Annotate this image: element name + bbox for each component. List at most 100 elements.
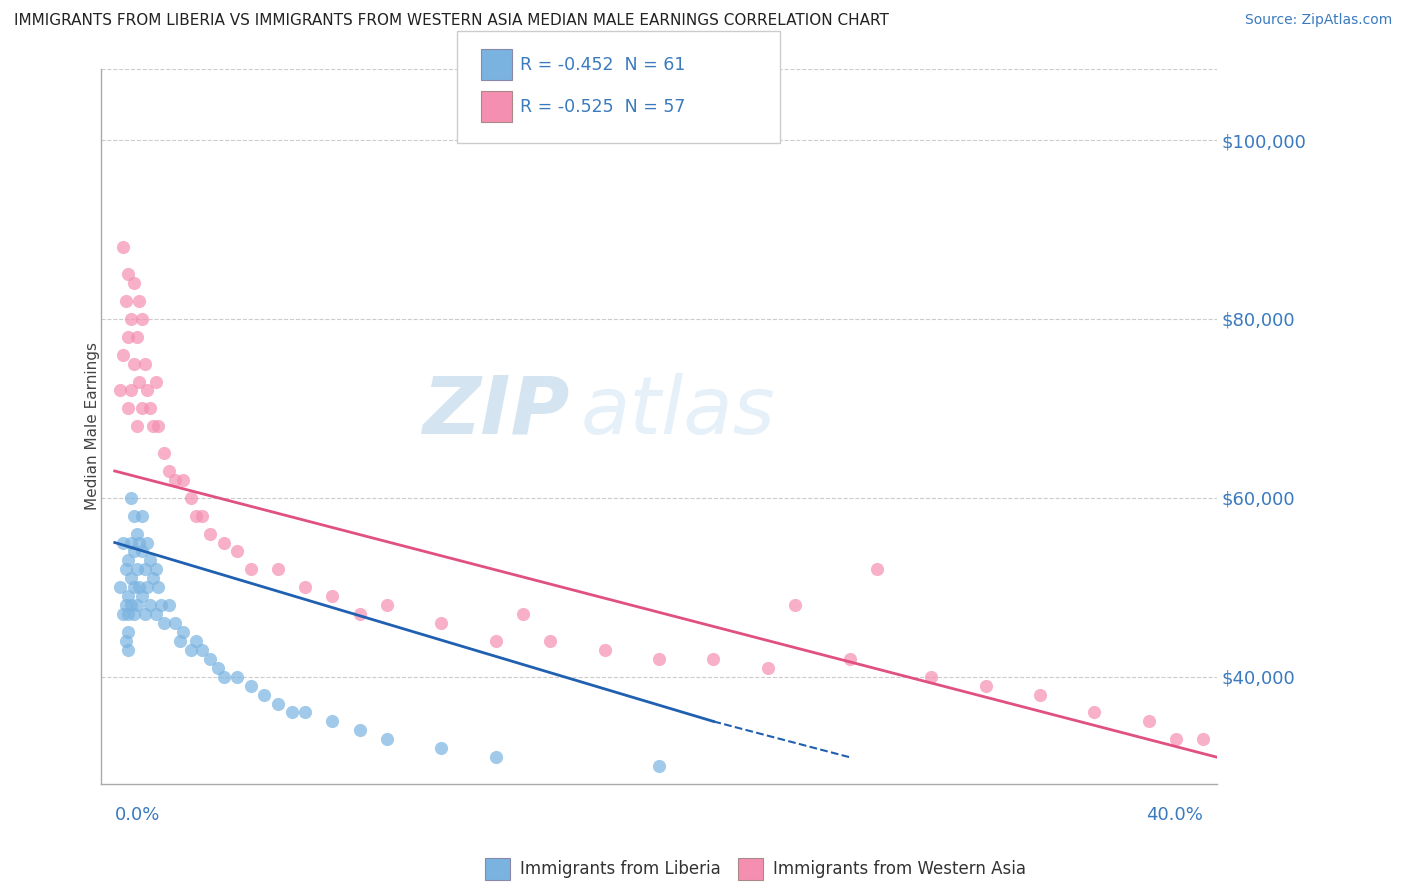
Point [120, 384, 142, 398]
Point [838, 652, 860, 666]
Point [648, 759, 671, 773]
Point [239, 562, 262, 576]
Point [111, 240, 134, 254]
Point [180, 643, 202, 657]
Point [702, 652, 724, 666]
Point [157, 598, 180, 612]
Point [783, 598, 806, 612]
Text: R = -0.452  N = 61: R = -0.452 N = 61 [520, 56, 686, 74]
Point [131, 401, 153, 416]
Point [349, 723, 371, 738]
Point [111, 607, 134, 621]
Point [180, 491, 202, 505]
Point [226, 544, 249, 558]
Point [163, 615, 186, 630]
Point [321, 589, 343, 603]
Point [114, 294, 136, 309]
Point [125, 330, 148, 344]
Point [157, 464, 180, 478]
Point [120, 312, 142, 326]
Point [485, 634, 508, 648]
Point [125, 526, 148, 541]
Point [172, 624, 194, 639]
Point [128, 294, 150, 309]
Point [212, 535, 235, 549]
Point [131, 508, 153, 523]
Point [134, 357, 156, 371]
Point [128, 580, 150, 594]
Point [1137, 714, 1160, 729]
Point [648, 652, 671, 666]
Point [172, 473, 194, 487]
Point [134, 607, 156, 621]
Point [430, 615, 453, 630]
Point [186, 634, 208, 648]
Point [145, 607, 167, 621]
Text: ZIP: ZIP [422, 373, 569, 451]
Point [538, 634, 561, 648]
Point [125, 562, 148, 576]
Point [267, 562, 290, 576]
Point [111, 348, 134, 362]
Point [117, 624, 139, 639]
Point [142, 419, 165, 434]
Point [198, 652, 221, 666]
Point [136, 535, 159, 549]
Point [114, 634, 136, 648]
Point [756, 661, 779, 675]
Point [122, 544, 145, 558]
Point [122, 508, 145, 523]
Point [145, 375, 167, 389]
Point [253, 688, 276, 702]
Point [974, 679, 997, 693]
Point [128, 375, 150, 389]
Point [294, 580, 316, 594]
Point [212, 670, 235, 684]
Point [117, 607, 139, 621]
Point [131, 312, 153, 326]
Point [108, 580, 131, 594]
Point [321, 714, 343, 729]
Point [122, 580, 145, 594]
Point [136, 580, 159, 594]
Text: atlas: atlas [581, 373, 776, 451]
Point [117, 643, 139, 657]
Point [148, 580, 170, 594]
Point [512, 607, 534, 621]
Point [139, 401, 162, 416]
Y-axis label: Median Male Earnings: Median Male Earnings [86, 343, 100, 510]
Point [920, 670, 942, 684]
Point [136, 384, 159, 398]
Point [191, 643, 214, 657]
Point [485, 750, 508, 764]
Point [117, 553, 139, 567]
Point [239, 679, 262, 693]
Point [207, 661, 229, 675]
Text: 40.0%: 40.0% [1146, 806, 1204, 824]
Point [1083, 706, 1105, 720]
Point [1029, 688, 1052, 702]
Point [108, 384, 131, 398]
Point [114, 562, 136, 576]
Point [122, 357, 145, 371]
Point [131, 544, 153, 558]
Point [294, 706, 316, 720]
Text: Immigrants from Liberia: Immigrants from Liberia [520, 860, 721, 878]
Point [866, 562, 889, 576]
Point [117, 589, 139, 603]
Point [111, 535, 134, 549]
Point [226, 670, 249, 684]
Point [267, 697, 290, 711]
Point [186, 508, 208, 523]
Point [125, 598, 148, 612]
Point [117, 267, 139, 281]
Text: 0.0%: 0.0% [115, 806, 160, 824]
Point [198, 526, 221, 541]
Point [120, 598, 142, 612]
Point [191, 508, 214, 523]
Point [122, 607, 145, 621]
Point [128, 535, 150, 549]
Point [139, 598, 162, 612]
Point [117, 401, 139, 416]
Point [163, 473, 186, 487]
